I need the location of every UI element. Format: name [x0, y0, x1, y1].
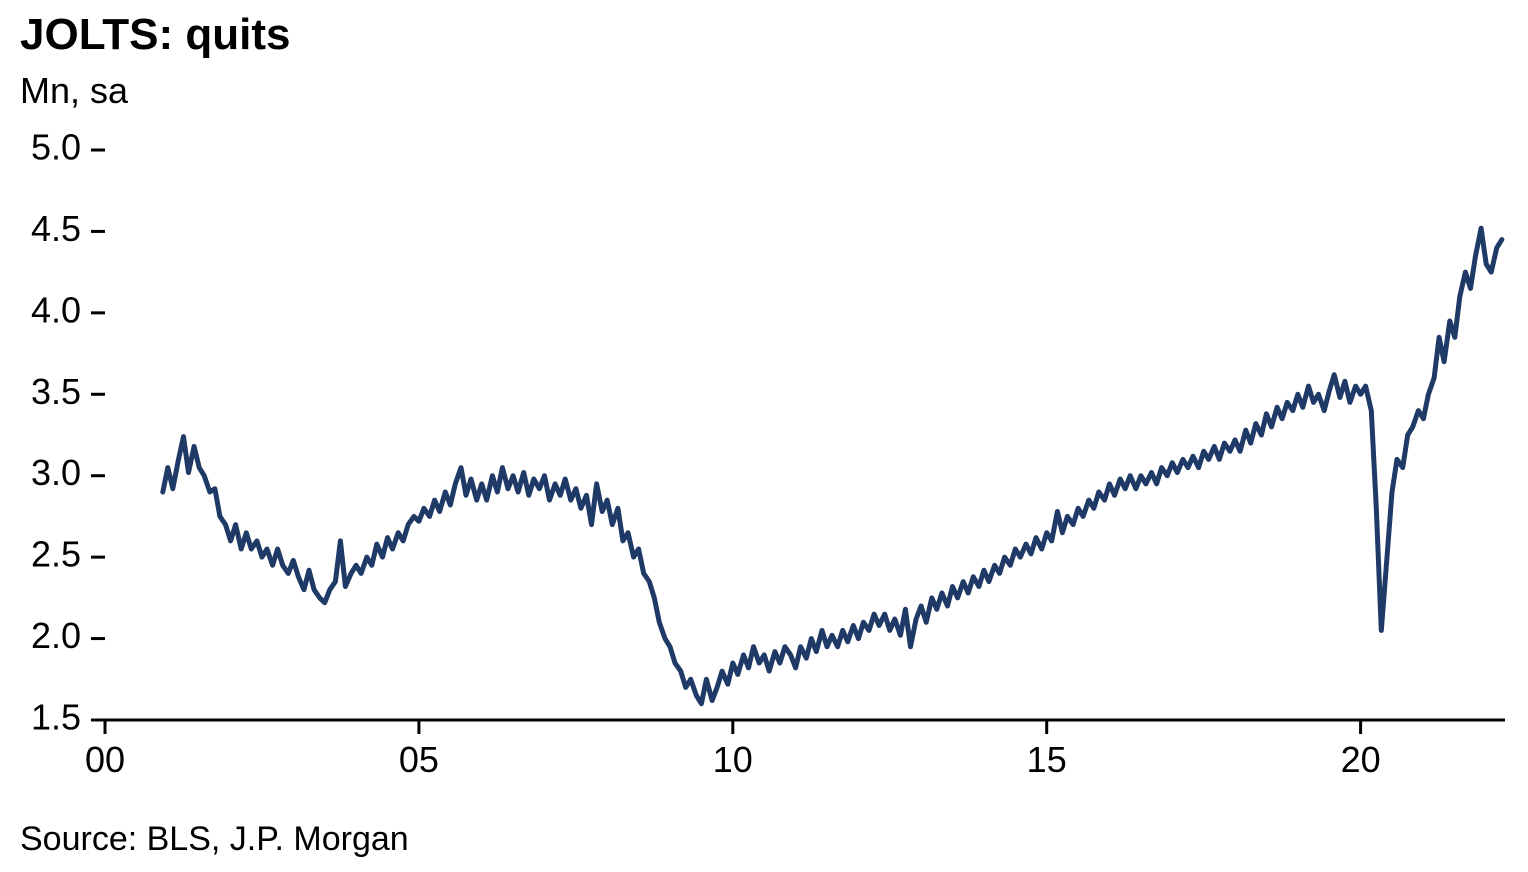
y-tick-label: 5.0: [31, 127, 81, 168]
x-tick-label: 10: [713, 739, 753, 780]
y-tick-label: 4.0: [31, 289, 81, 330]
chart-container: { "chart": { "type": "line", "title": "J…: [0, 0, 1528, 872]
y-tick-label: 4.5: [31, 208, 81, 249]
quits-series: [163, 228, 1502, 704]
y-tick-label: 3.0: [31, 452, 81, 493]
y-tick-label: 2.5: [31, 534, 81, 575]
x-tick-label: 00: [85, 739, 125, 780]
x-axis: 00 05 10 15 20: [85, 720, 1505, 780]
line-chart: 1.5 2.0 2.5 3.0 3.5 4.0 4.5 5.0 00 05 10 15 20: [0, 0, 1528, 872]
y-tick-label: 2.0: [31, 615, 81, 656]
x-tick-label: 15: [1027, 739, 1067, 780]
y-axis: 1.5 2.0 2.5 3.0 3.5 4.0 4.5 5.0: [31, 127, 105, 738]
x-tick-label: 05: [399, 739, 439, 780]
y-tick-label: 1.5: [31, 697, 81, 738]
x-tick-label: 20: [1341, 739, 1381, 780]
y-tick-label: 3.5: [31, 371, 81, 412]
